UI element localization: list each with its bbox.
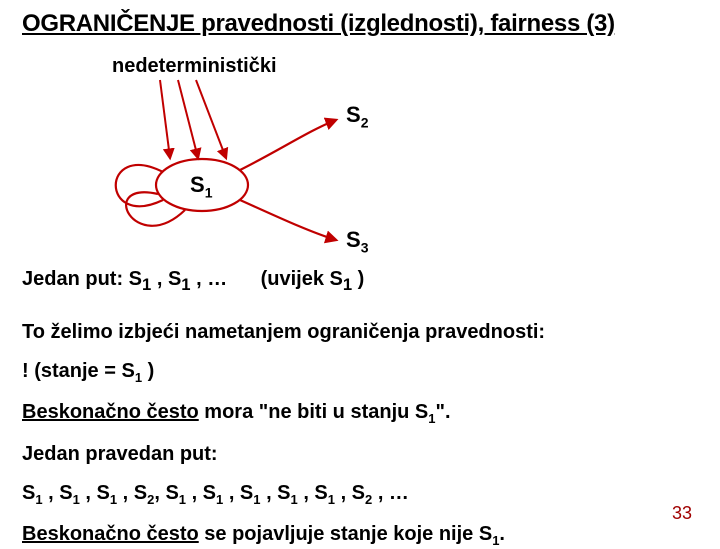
line-constraint: ! (stanje = S1 ): [22, 359, 698, 386]
line-fair-path-label: Jedan pravedan put:: [22, 442, 698, 467]
label-s1: S1: [190, 172, 212, 200]
line-avoid: To želimo izbjeći nametanjem ograničenja…: [22, 320, 698, 345]
annot-arrow-3: [196, 80, 226, 158]
annot-arrow-1: [160, 80, 170, 158]
page-number: 33: [672, 503, 692, 524]
edge-s1-s3: [240, 200, 336, 240]
label-s3: S3: [346, 227, 368, 255]
edge-s1-s2: [240, 120, 336, 170]
line-fair-seq: S1 , S1 , S1 , S2, S1 , S1 , S1 , S1 , S…: [22, 481, 698, 508]
line-one-path: Jedan put: S1 , S1 , … (uvijek S1 ): [22, 268, 364, 295]
line-final: Beskonačno često se pojavljuje stanje ko…: [22, 522, 698, 549]
text-body: To želimo izbjeći nametanjem ograničenja…: [22, 320, 698, 549]
annot-arrow-2: [178, 80, 198, 158]
self-loop-2: [126, 192, 185, 226]
label-s2: S2: [346, 102, 368, 130]
label-nondeterministic: nedeterministički: [112, 55, 277, 78]
line-inf-often: Beskonačno često mora "ne biti u stanju …: [22, 400, 698, 427]
state-diagram: [0, 0, 720, 310]
